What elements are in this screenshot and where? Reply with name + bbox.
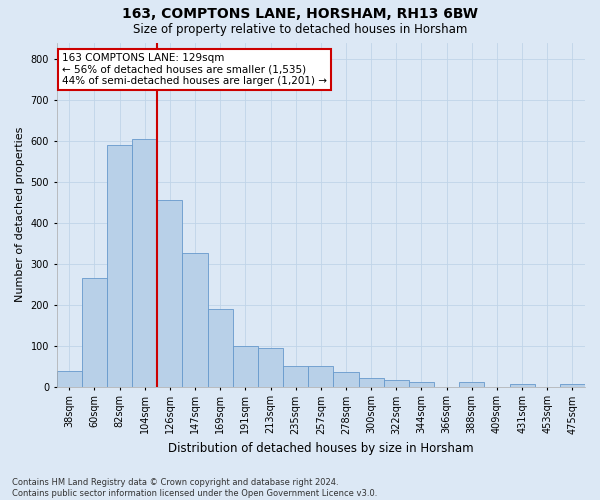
Bar	[409, 382, 434, 386]
Bar	[233, 346, 258, 387]
Bar	[459, 382, 484, 386]
Y-axis label: Number of detached properties: Number of detached properties	[15, 127, 25, 302]
Bar	[509, 384, 535, 386]
Text: Size of property relative to detached houses in Horsham: Size of property relative to detached ho…	[133, 22, 467, 36]
Bar	[334, 372, 359, 386]
Bar	[283, 366, 308, 386]
Bar	[82, 278, 107, 386]
Bar	[182, 254, 208, 386]
Bar	[384, 380, 409, 386]
Bar	[157, 200, 182, 386]
Bar	[258, 348, 283, 387]
Bar	[56, 371, 82, 386]
X-axis label: Distribution of detached houses by size in Horsham: Distribution of detached houses by size …	[168, 442, 473, 455]
Text: Contains HM Land Registry data © Crown copyright and database right 2024.
Contai: Contains HM Land Registry data © Crown c…	[12, 478, 377, 498]
Bar	[107, 145, 132, 386]
Bar	[132, 138, 157, 386]
Text: 163, COMPTONS LANE, HORSHAM, RH13 6BW: 163, COMPTONS LANE, HORSHAM, RH13 6BW	[122, 8, 478, 22]
Bar	[208, 308, 233, 386]
Text: 163 COMPTONS LANE: 129sqm
← 56% of detached houses are smaller (1,535)
44% of se: 163 COMPTONS LANE: 129sqm ← 56% of detac…	[62, 53, 327, 86]
Bar	[308, 366, 334, 386]
Bar	[560, 384, 585, 386]
Bar	[359, 378, 384, 386]
